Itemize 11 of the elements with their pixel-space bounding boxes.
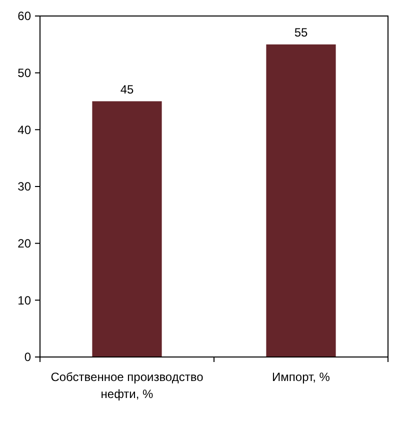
y-tick-label: 10 [18,293,32,308]
y-tick-label: 60 [18,9,32,24]
data-label: 45 [120,82,134,96]
x-tick-label: Собственное производство нефти, % [50,370,204,401]
y-tick-label: 0 [24,350,32,364]
y-tick-label: 30 [18,180,32,194]
y-tick-label: 50 [18,66,32,80]
y-tick-label: 40 [18,122,32,137]
x-tick-label: Импорт, % [272,370,330,384]
data-label: 55 [294,25,308,40]
y-tick-label: 20 [18,236,32,251]
